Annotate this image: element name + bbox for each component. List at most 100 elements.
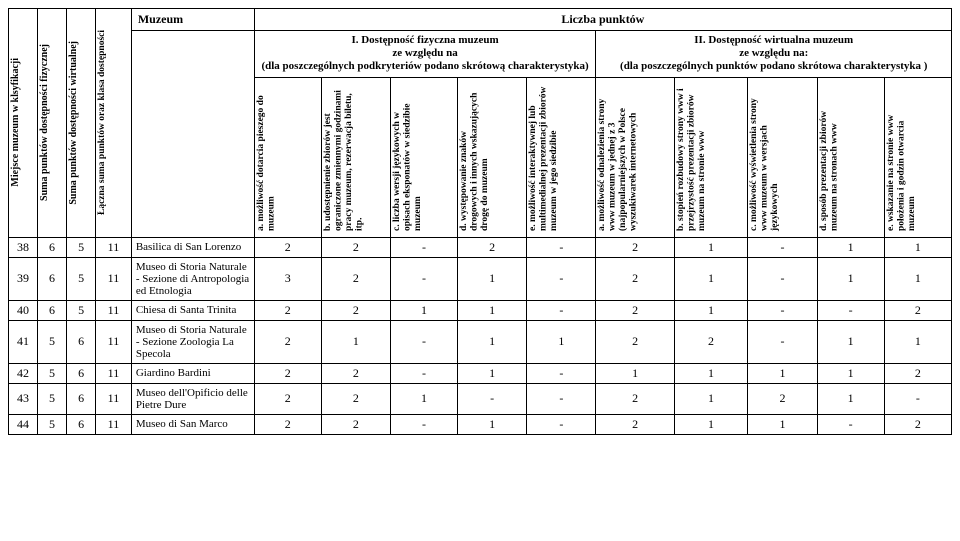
table-row: 415611Museo di Storia Naturale - Sezione…: [9, 320, 952, 363]
score-cell: 2: [596, 383, 674, 414]
score-cell: 1: [674, 383, 748, 414]
crit-b1: b. udostępnienie zbiorów jest ograniczon…: [321, 77, 390, 237]
score-cell: -: [390, 363, 457, 383]
score-cell: 2: [884, 414, 951, 434]
header-row-1: Miejsce muzeum w klsyfikacji Suma punktó…: [9, 9, 952, 31]
virt-cell: 6: [67, 414, 96, 434]
phys-cell: 5: [38, 363, 67, 383]
score-cell: 1: [674, 257, 748, 300]
rank-cell: 41: [9, 320, 38, 363]
score-cell: 2: [321, 383, 390, 414]
score-cell: 1: [457, 300, 526, 320]
score-cell: 2: [884, 363, 951, 383]
score-cell: 1: [390, 300, 457, 320]
ranking-table: Miejsce muzeum w klsyfikacji Suma punktó…: [8, 8, 952, 435]
score-cell: -: [817, 414, 884, 434]
score-cell: 1: [674, 237, 748, 257]
phys-cell: 5: [38, 414, 67, 434]
score-cell: 1: [817, 363, 884, 383]
score-cell: -: [390, 257, 457, 300]
crit-d1: d. występowanie znaków drogowych i innyc…: [457, 77, 526, 237]
rank-cell: 39: [9, 257, 38, 300]
table-row: 396511Museo di Storia Naturale - Sezione…: [9, 257, 952, 300]
score-cell: 1: [748, 414, 817, 434]
score-cell: 2: [254, 363, 321, 383]
score-cell: 2: [254, 237, 321, 257]
rank-cell: 40: [9, 300, 38, 320]
score-cell: 2: [254, 383, 321, 414]
total-cell: 11: [96, 300, 132, 320]
museum-name-cell: Giardino Bardini: [131, 363, 254, 383]
score-cell: 2: [596, 414, 674, 434]
phys-cell: 6: [38, 257, 67, 300]
virt-cell: 6: [67, 363, 96, 383]
crit-a1: a. możliwość dotarcia pieszego do muzeum: [254, 77, 321, 237]
score-cell: 2: [254, 320, 321, 363]
score-cell: 2: [321, 257, 390, 300]
table-row: 386511Basilica di San Lorenzo22-2-21-11: [9, 237, 952, 257]
score-cell: 1: [321, 320, 390, 363]
score-cell: 2: [254, 414, 321, 434]
score-cell: 1: [748, 363, 817, 383]
virt-cell: 6: [67, 383, 96, 414]
col-place-header: Miejsce muzeum w klsyfikacji: [9, 9, 38, 238]
score-cell: -: [748, 300, 817, 320]
crit-d2: d. sposób prezentacji zbiorów muzeum na …: [817, 77, 884, 237]
points-header: Liczba punktów: [254, 9, 951, 31]
total-cell: 11: [96, 383, 132, 414]
table-row: 425611Giardino Bardini22-1-11112: [9, 363, 952, 383]
score-cell: 2: [457, 237, 526, 257]
score-cell: 1: [457, 414, 526, 434]
score-cell: 2: [596, 237, 674, 257]
crit-b2: b. stopień rozbudowy strony www i przejr…: [674, 77, 748, 237]
score-cell: -: [748, 257, 817, 300]
score-cell: 1: [884, 320, 951, 363]
score-cell: 1: [457, 320, 526, 363]
col-sum-virt-header: Suma punktów dostępności wirtualnej: [67, 9, 96, 238]
phys-cell: 6: [38, 300, 67, 320]
score-cell: 1: [457, 257, 526, 300]
phys-cell: 6: [38, 237, 67, 257]
score-cell: -: [390, 414, 457, 434]
score-cell: 1: [674, 363, 748, 383]
crit-a2: a. możliwość odnalezienia strony www muz…: [596, 77, 674, 237]
score-cell: 2: [674, 320, 748, 363]
score-cell: 1: [884, 237, 951, 257]
score-cell: 2: [596, 320, 674, 363]
score-cell: -: [817, 300, 884, 320]
col-sum-phys-header: Suma punktów dostępności fizycznej: [38, 9, 67, 238]
score-cell: -: [527, 257, 596, 300]
table-row: 435611Museo dell'Opificio delle Pietre D…: [9, 383, 952, 414]
total-cell: 11: [96, 363, 132, 383]
score-cell: 2: [596, 257, 674, 300]
score-cell: 2: [748, 383, 817, 414]
score-cell: -: [527, 383, 596, 414]
score-cell: -: [884, 383, 951, 414]
score-cell: 2: [321, 237, 390, 257]
score-cell: 1: [817, 237, 884, 257]
museum-header-empty: [131, 31, 254, 238]
score-cell: -: [527, 300, 596, 320]
virt-cell: 5: [67, 237, 96, 257]
score-cell: 1: [674, 414, 748, 434]
score-cell: 3: [254, 257, 321, 300]
score-cell: 2: [596, 300, 674, 320]
score-cell: -: [748, 320, 817, 363]
score-cell: -: [390, 320, 457, 363]
score-cell: -: [748, 237, 817, 257]
score-cell: 1: [674, 300, 748, 320]
phys-cell: 5: [38, 383, 67, 414]
table-row: 406511Chiesa di Santa Trinita2211-21--2: [9, 300, 952, 320]
museum-header: Muzeum: [131, 9, 254, 31]
phys-cell: 5: [38, 320, 67, 363]
museum-name-cell: Basilica di San Lorenzo: [131, 237, 254, 257]
crit-e1: e. możliwość interaktywnej lub multimedi…: [527, 77, 596, 237]
score-cell: 1: [884, 257, 951, 300]
virt-cell: 6: [67, 320, 96, 363]
rank-cell: 44: [9, 414, 38, 434]
score-cell: 1: [817, 383, 884, 414]
score-cell: -: [527, 237, 596, 257]
score-cell: 2: [321, 414, 390, 434]
museum-name-cell: Museo dell'Opificio delle Pietre Dure: [131, 383, 254, 414]
crit-c1: c. liczba wersji językowych w opisach ek…: [390, 77, 457, 237]
